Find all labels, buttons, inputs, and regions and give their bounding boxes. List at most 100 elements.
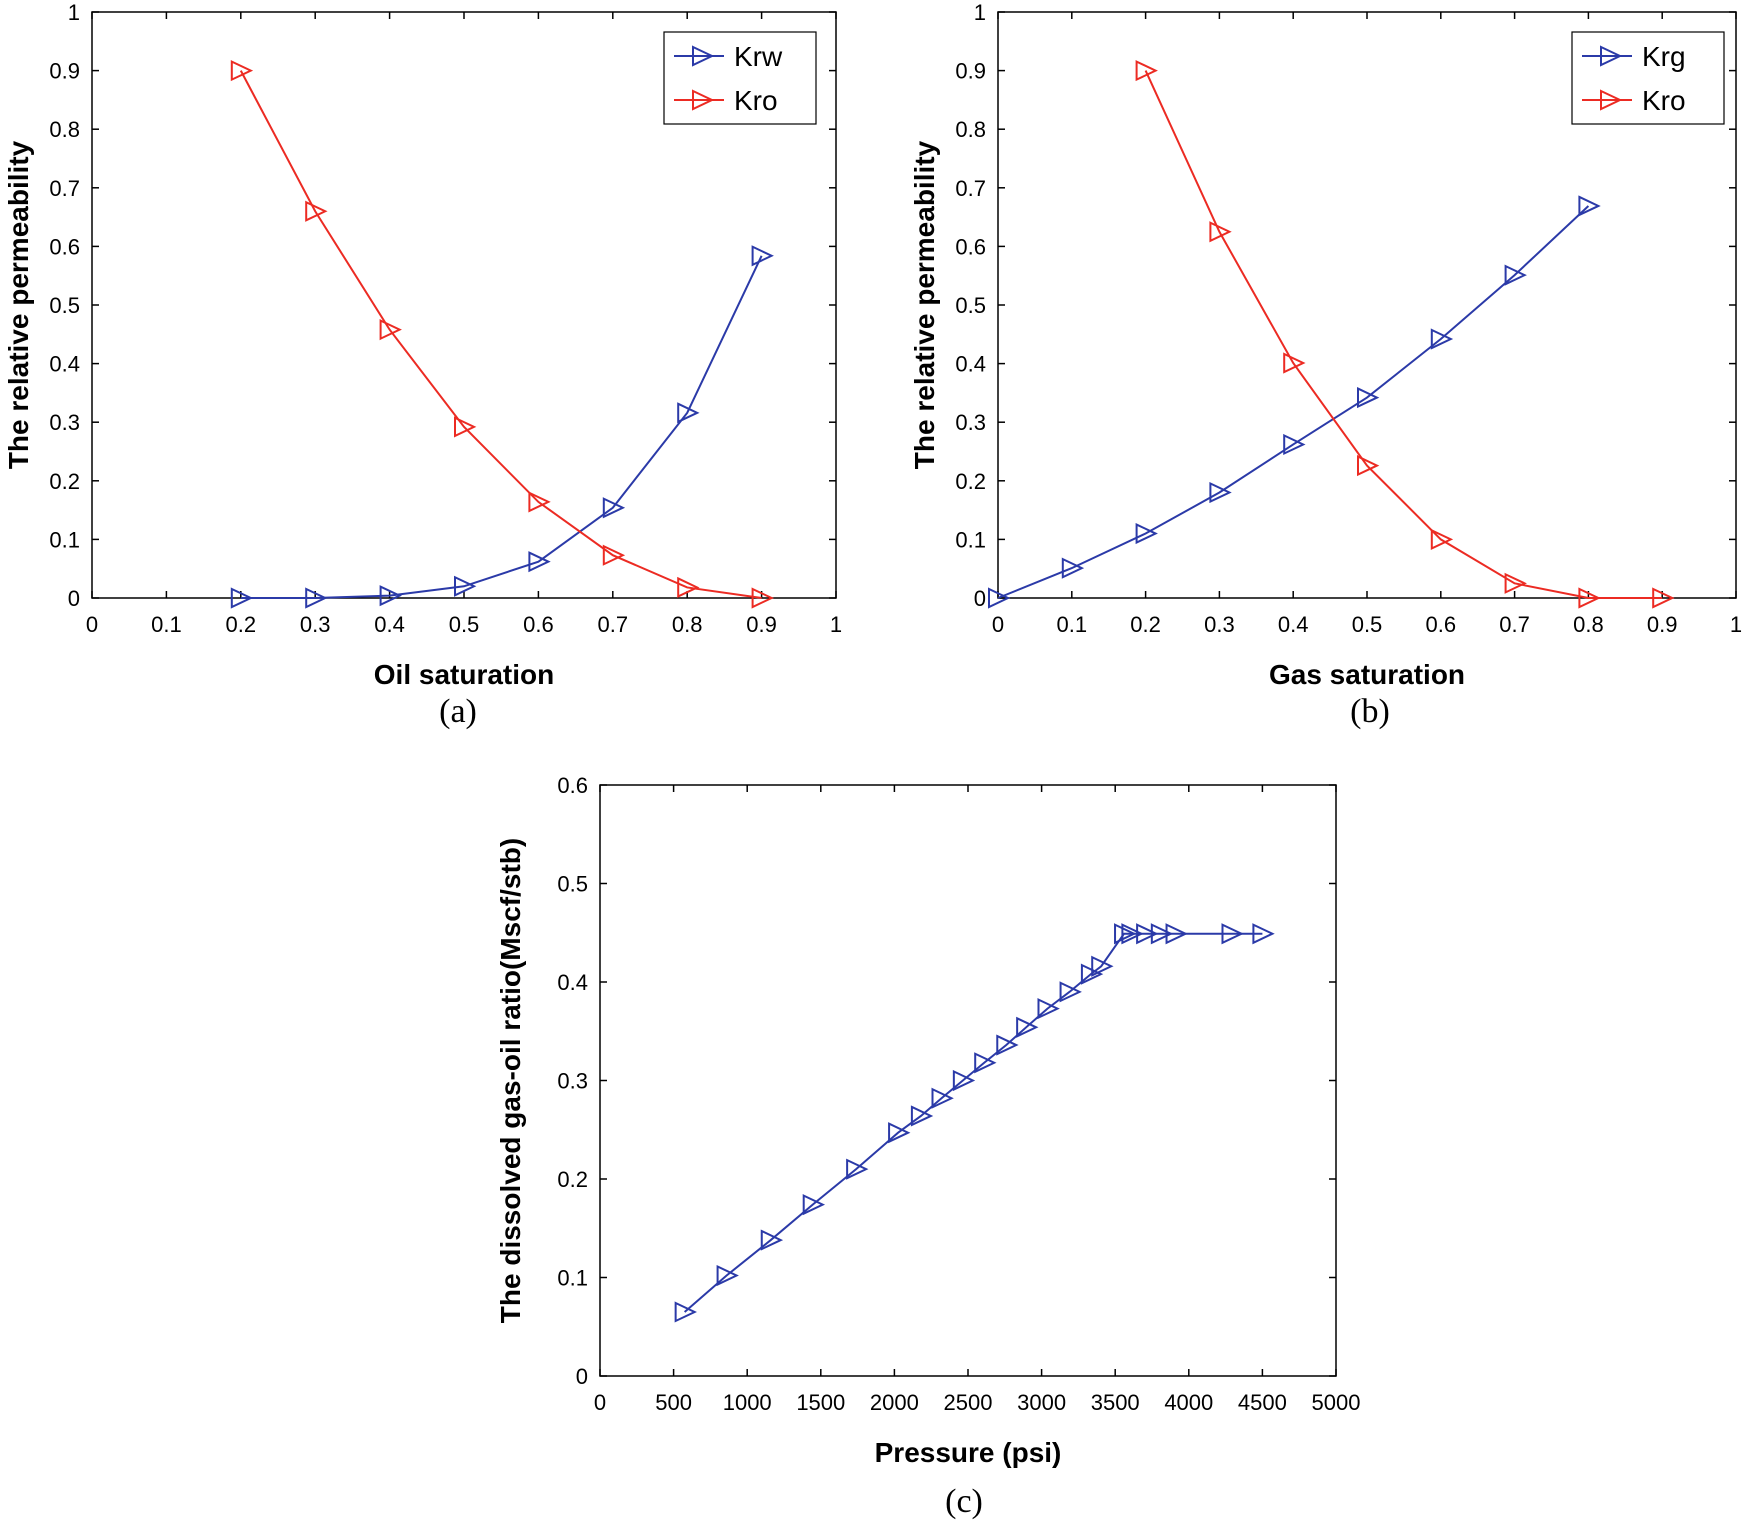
- legend-marker-kro: [1600, 89, 1623, 111]
- y-tick-label: 0.6: [49, 234, 80, 259]
- data-point-krg: [1135, 522, 1158, 545]
- y-tick-label: 0.7: [49, 176, 80, 201]
- data-point-kro: [1504, 572, 1527, 594]
- data-point-rs: [974, 1052, 997, 1074]
- data-point-kro: [1430, 528, 1454, 550]
- y-tick-label: 0.5: [49, 293, 80, 318]
- x-tick-label: 1: [830, 612, 842, 637]
- data-point-rs: [1221, 923, 1244, 945]
- x-tick-label: 0.9: [1647, 612, 1678, 637]
- data-point-krw: [677, 402, 700, 424]
- y-tick-label: 0.9: [955, 59, 986, 84]
- legend-marker-krg: [1600, 45, 1623, 67]
- x-tick-label: 0.6: [523, 612, 554, 637]
- legend-marker-kro: [692, 89, 715, 111]
- y-tick-label: 0.2: [49, 469, 80, 494]
- x-tick-label: 0.5: [449, 612, 480, 637]
- x-tick-label: 5000: [1312, 1390, 1361, 1415]
- x-tick-label: 0: [594, 1390, 606, 1415]
- data-point-rs: [846, 1158, 869, 1180]
- axes-box: [599, 784, 1337, 1377]
- data-point-kro: [602, 544, 626, 566]
- y-tick-label: 0.5: [955, 293, 986, 318]
- x-tick-label: 2500: [944, 1390, 993, 1415]
- data-point-kro: [1209, 221, 1232, 243]
- y-tick-label: 0.5: [557, 872, 588, 897]
- x-tick-label: 0.4: [1278, 612, 1309, 637]
- data-point-krg: [1357, 387, 1380, 409]
- x-tick-label: 0.2: [226, 612, 257, 637]
- x-tick-label: 0.9: [746, 612, 777, 637]
- x-tick-label: 1000: [723, 1390, 772, 1415]
- data-point-rs: [952, 1069, 976, 1092]
- data-point-krw: [305, 587, 328, 609]
- series-line-kro: [1144, 70, 1663, 599]
- panel-a-chart: 0 0.1 0.2 0.3 0.4 0.5 0.6 0.7 0.8 0.9 1 0 0.1 0.2 0.3 0…: [3, 0, 842, 730]
- y-tick-label: 0.8: [49, 117, 80, 142]
- y-tick-label: 0.1: [49, 527, 80, 552]
- legend-label-krg: Krg: [1642, 41, 1686, 72]
- y-tick-label: 0.4: [955, 352, 986, 377]
- x-tick-label: 0.8: [672, 612, 703, 637]
- data-point-kro: [751, 587, 774, 609]
- panel-caption: (c): [945, 1483, 983, 1520]
- data-point-krg: [988, 587, 1011, 609]
- x-tick-label: 0.8: [1573, 612, 1604, 637]
- series-line-kro: [239, 70, 762, 599]
- y-axis-label: The relative permeability: [909, 140, 940, 469]
- data-point-krg: [1578, 195, 1601, 217]
- data-point-kro: [528, 491, 551, 513]
- data-point-kro: [305, 200, 328, 222]
- x-tick-label: 0.2: [1130, 612, 1161, 637]
- x-axis-label: Pressure (psi): [875, 1437, 1062, 1468]
- y-tick-label: 0.3: [557, 1069, 588, 1094]
- x-tick-label: 2000: [870, 1390, 919, 1415]
- data-point-rs: [1121, 923, 1144, 945]
- x-tick-label: 0.7: [598, 612, 629, 637]
- data-point-kro: [1283, 352, 1306, 374]
- y-tick-label: 0.8: [955, 117, 986, 142]
- panel-caption: (a): [439, 693, 477, 730]
- x-tick-label: 4500: [1238, 1390, 1287, 1415]
- data-point-rs: [1037, 998, 1060, 1020]
- y-tick-label: 0.2: [955, 469, 986, 494]
- data-point-rs: [931, 1087, 954, 1109]
- series-line-krw: [240, 255, 763, 599]
- data-point-krg: [1283, 433, 1306, 456]
- legend-label-krw: Krw: [734, 41, 783, 72]
- data-point-kro: [379, 319, 402, 341]
- legend-box: [1571, 31, 1725, 125]
- data-point-krg: [1504, 264, 1527, 286]
- data-point-rs: [1016, 1016, 1039, 1038]
- x-tick-label: 1: [1730, 612, 1742, 637]
- x-tick-label: 0.3: [1204, 612, 1235, 637]
- data-point-rs: [802, 1194, 826, 1216]
- data-point-krw: [602, 497, 626, 519]
- data-point-rs: [760, 1229, 784, 1251]
- y-tick-label: 0.1: [955, 527, 986, 552]
- data-point-rs: [1252, 923, 1275, 945]
- x-tick-label: 0.6: [1426, 612, 1457, 637]
- x-tick-label: 3500: [1091, 1390, 1140, 1415]
- y-tick-label: 0: [974, 586, 986, 611]
- x-tick-label: 4000: [1164, 1390, 1213, 1415]
- legend: Krw Kro: [663, 31, 817, 125]
- data-point-rs: [1136, 923, 1159, 945]
- legend-marker-krw: [692, 45, 715, 67]
- data-point-rs: [1114, 923, 1137, 945]
- series-line-krg: [997, 205, 1590, 599]
- data-point-kro: [1578, 587, 1601, 609]
- legend: Krg Kro: [1571, 31, 1725, 125]
- panel-caption: (b): [1350, 693, 1390, 730]
- panel-c-chart: 0 500 1000 1500 2000 2500 3000 3500 4000 4500 5000…: [495, 773, 1360, 1520]
- legend-label-kro: Kro: [1642, 85, 1686, 116]
- y-tick-label: 0: [576, 1364, 588, 1389]
- y-axis-label: The dissolved gas-oil ratio(Mscf/stb): [495, 838, 526, 1323]
- data-point-kro: [454, 416, 477, 438]
- legend-label-kro: Kro: [734, 85, 778, 116]
- data-point-krg: [1061, 557, 1085, 579]
- data-point-krw: [528, 551, 551, 573]
- data-point-krw: [379, 585, 402, 607]
- data-point-kro: [1135, 60, 1158, 82]
